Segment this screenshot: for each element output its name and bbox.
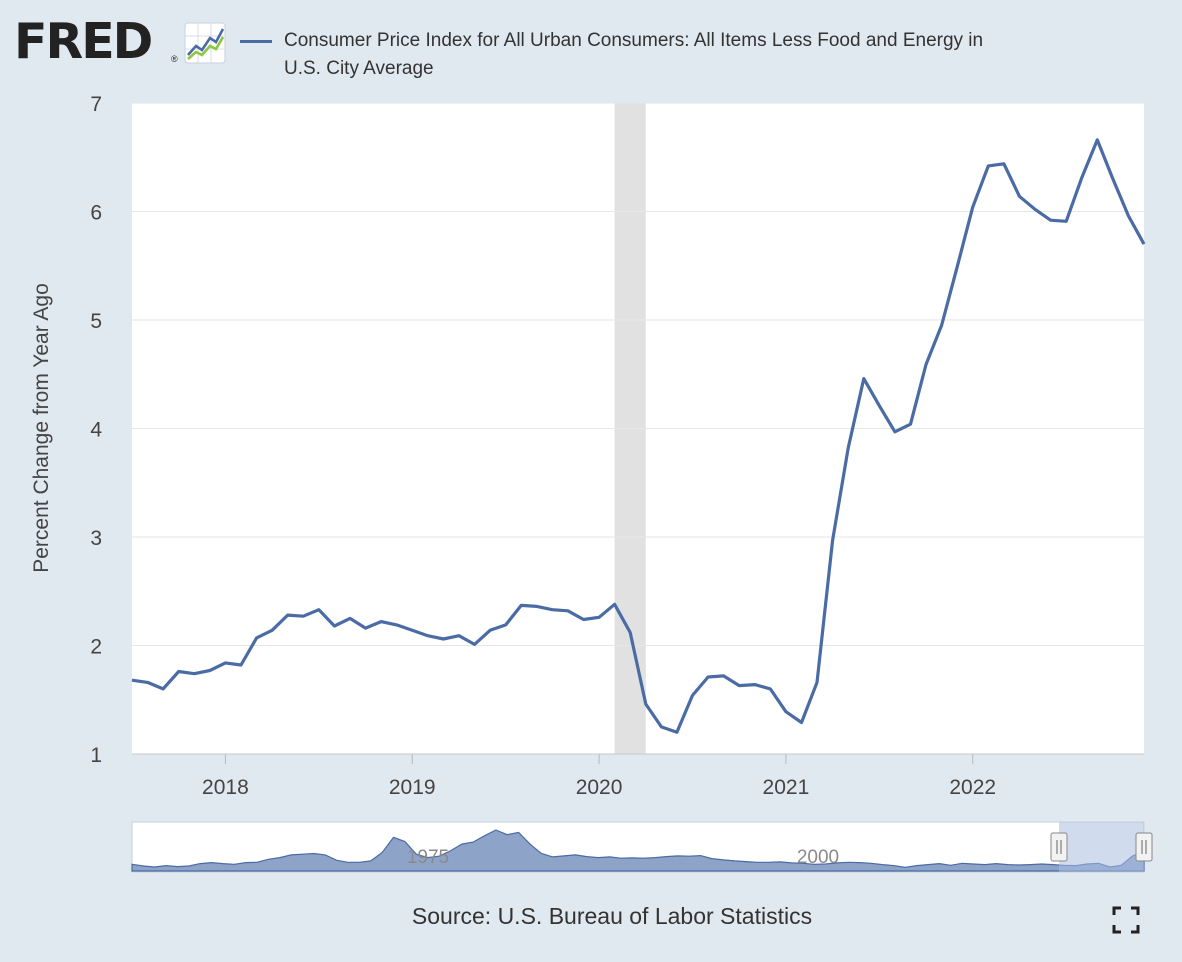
navigator[interactable]: 1975 2000 (131, 821, 1153, 873)
y-tick-label: 3 (90, 527, 102, 550)
y-tick-label: 1 (90, 744, 102, 767)
registered-mark: ® (171, 54, 178, 64)
navigator-handle-left[interactable] (1050, 832, 1068, 862)
header: FRED ® Consumer Price Index for All Urba… (0, 0, 1182, 90)
source-note: Source: U.S. Bureau of Labor Statistics (411, 903, 813, 929)
x-tick-label: 2018 (202, 776, 249, 799)
navigator-area (131, 829, 1145, 872)
fred-logo-text: FRED (14, 13, 153, 70)
series-line[interactable] (131, 138, 1146, 734)
y-tick-label: 2 (90, 636, 102, 659)
y-tick-label: 5 (90, 310, 102, 333)
navigator-label: 2000 (797, 847, 839, 868)
legend-label: Consumer Price Index for All Urban Consu… (284, 30, 984, 79)
series (131, 138, 1146, 734)
fullscreen-icon[interactable] (1112, 906, 1140, 934)
navigator-series (131, 829, 1145, 872)
x-axis: 2018 2019 2020 2021 2022 (202, 754, 996, 799)
navigator-handle-right[interactable] (1135, 832, 1153, 862)
navigator-selection[interactable] (1059, 822, 1144, 872)
navigator-labels: 1975 2000 (407, 847, 839, 868)
x-tick-label: 2019 (389, 776, 436, 799)
x-tick-label: 2022 (949, 776, 996, 799)
fred-graph-icon (184, 22, 226, 64)
grid (132, 102, 1144, 755)
x-tick-label: 2020 (576, 776, 623, 799)
legend-swatch (240, 40, 272, 43)
y-tick-label: 4 (90, 419, 102, 442)
navigator-label: 1975 (407, 847, 449, 868)
fred-logo[interactable]: FRED ® (14, 14, 226, 70)
y-axis: 1 2 3 4 5 6 7 (90, 93, 102, 767)
x-tick-label: 2021 (763, 776, 810, 799)
y-axis-label: Percent Change from Year Ago (30, 283, 53, 573)
y-tick-label: 7 (90, 93, 102, 116)
y-tick-label: 6 (90, 202, 102, 225)
